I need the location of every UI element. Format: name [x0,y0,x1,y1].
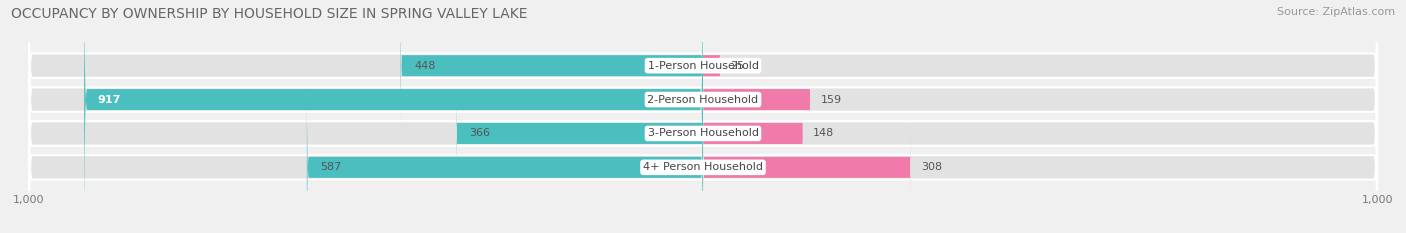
Text: 148: 148 [813,128,834,138]
Text: 366: 366 [470,128,491,138]
FancyBboxPatch shape [703,119,803,148]
Text: 2-Person Household: 2-Person Household [647,95,759,105]
FancyBboxPatch shape [703,125,911,209]
FancyBboxPatch shape [28,0,1378,233]
FancyBboxPatch shape [307,78,703,233]
FancyBboxPatch shape [703,55,720,76]
FancyBboxPatch shape [28,0,1378,224]
Text: Source: ZipAtlas.com: Source: ZipAtlas.com [1277,7,1395,17]
Text: 1-Person Household: 1-Person Household [648,61,758,71]
Text: 917: 917 [97,95,121,105]
FancyBboxPatch shape [28,0,1378,233]
Text: 159: 159 [821,95,842,105]
Text: 587: 587 [321,162,342,172]
FancyBboxPatch shape [456,82,703,185]
FancyBboxPatch shape [401,0,703,132]
Text: 448: 448 [415,61,436,71]
Text: OCCUPANCY BY OWNERSHIP BY HOUSEHOLD SIZE IN SPRING VALLEY LAKE: OCCUPANCY BY OWNERSHIP BY HOUSEHOLD SIZE… [11,7,527,21]
Text: 308: 308 [921,162,942,172]
Text: 4+ Person Household: 4+ Person Household [643,162,763,172]
FancyBboxPatch shape [28,9,1378,233]
FancyBboxPatch shape [84,0,703,233]
FancyBboxPatch shape [703,83,810,116]
Text: 25: 25 [730,61,744,71]
Text: 3-Person Household: 3-Person Household [648,128,758,138]
